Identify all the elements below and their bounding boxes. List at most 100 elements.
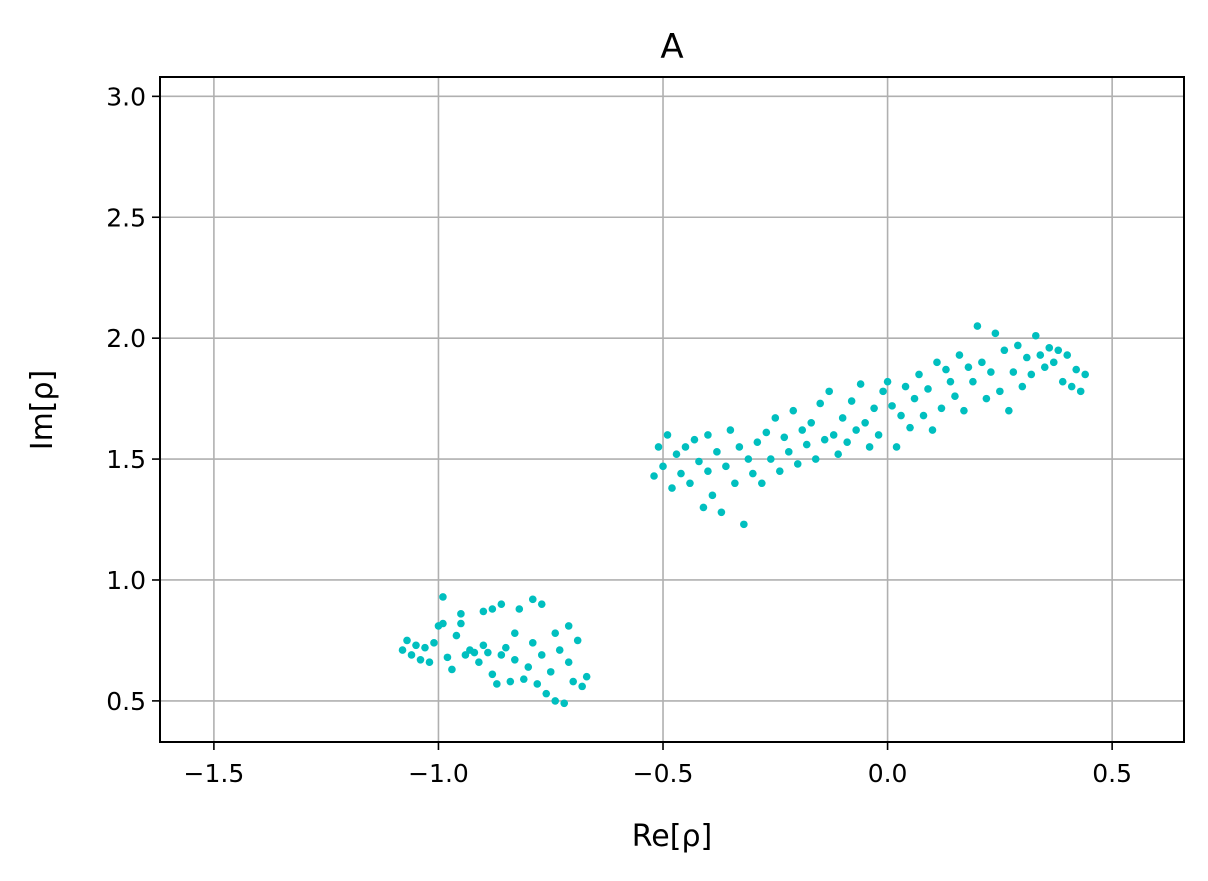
data-point (537, 600, 546, 608)
data-point (717, 508, 726, 517)
data-point (506, 677, 515, 686)
data-point (987, 368, 995, 376)
y-tick-label: 0.5 (106, 687, 146, 716)
data-point (511, 655, 519, 664)
x-ticks: −1.5 −1.0 −0.5 0.0 0.5 (184, 742, 1132, 788)
data-point (852, 426, 860, 434)
data-point (906, 423, 914, 432)
data-point (546, 668, 555, 676)
data-point (551, 629, 560, 637)
data-point (1014, 341, 1022, 350)
data-point (564, 658, 573, 666)
data-point (443, 653, 452, 662)
data-point (982, 394, 991, 403)
data-point (407, 651, 416, 659)
data-points (398, 322, 1089, 708)
data-point (457, 619, 465, 628)
data-point (793, 460, 802, 468)
data-point (1040, 363, 1049, 371)
data-point (528, 595, 537, 604)
data-point (528, 639, 537, 647)
data-point (722, 462, 730, 471)
data-point (484, 648, 492, 657)
data-point (933, 358, 941, 367)
data-point (461, 651, 470, 659)
data-point (681, 443, 690, 451)
data-point (677, 469, 685, 478)
data-point (1018, 382, 1027, 391)
data-point (1072, 365, 1081, 374)
data-point (1000, 346, 1009, 355)
data-point (883, 377, 892, 386)
data-point (439, 619, 447, 628)
data-point (991, 329, 1000, 338)
data-point (744, 455, 753, 463)
data-point (901, 382, 910, 391)
data-point (749, 469, 757, 478)
data-point (731, 479, 739, 488)
data-point (511, 629, 519, 637)
data-point (398, 646, 407, 654)
data-point (497, 600, 506, 608)
data-point (910, 394, 919, 403)
data-point (578, 682, 586, 691)
data-point (789, 406, 798, 415)
data-point (829, 431, 838, 439)
x-tick-label: −1.5 (184, 759, 245, 788)
x-tick-label: −0.5 (633, 759, 694, 788)
data-point (960, 406, 968, 415)
data-point (843, 438, 851, 446)
data-point (686, 479, 694, 488)
data-point (1045, 344, 1054, 352)
data-point (784, 448, 793, 456)
data-point (1054, 346, 1063, 355)
data-point (919, 411, 928, 420)
data-point (888, 402, 896, 410)
x-axis-label: Re[ρ] (632, 819, 712, 854)
data-point (537, 651, 546, 659)
data-point (856, 380, 865, 388)
data-point (654, 443, 663, 451)
data-point (820, 435, 829, 444)
data-point (1076, 387, 1085, 396)
data-point (1036, 351, 1045, 359)
data-point (1027, 370, 1036, 379)
data-point (524, 663, 533, 671)
data-point (973, 322, 982, 330)
data-point (753, 438, 762, 446)
data-point (488, 670, 497, 679)
data-point (564, 622, 573, 630)
data-point (915, 370, 923, 379)
data-point (758, 479, 766, 488)
data-point (775, 467, 784, 475)
data-point (412, 641, 420, 650)
data-point (457, 610, 465, 618)
data-point (942, 365, 950, 374)
y-tick-label: 3.0 (106, 82, 146, 111)
data-point (421, 643, 429, 652)
x-tick-label: −1.0 (408, 759, 469, 788)
data-point (1005, 406, 1013, 415)
data-point (502, 643, 510, 652)
data-point (969, 377, 977, 386)
data-point (403, 636, 411, 645)
x-tick-label: 0.0 (868, 759, 908, 788)
y-axis-label: Im[ρ] (25, 370, 60, 451)
data-point (834, 450, 842, 459)
data-point (946, 377, 955, 386)
data-point (704, 467, 712, 475)
data-point (955, 351, 964, 359)
data-point (964, 363, 973, 371)
data-point (569, 677, 577, 686)
data-point (650, 472, 658, 480)
data-point (892, 443, 901, 451)
data-point (735, 443, 744, 451)
data-point (802, 440, 811, 449)
data-point (740, 520, 748, 529)
data-point (708, 491, 717, 500)
data-point (1023, 353, 1031, 362)
data-point (865, 443, 874, 451)
data-point (672, 450, 681, 459)
data-point (713, 448, 721, 456)
data-point (807, 419, 816, 427)
